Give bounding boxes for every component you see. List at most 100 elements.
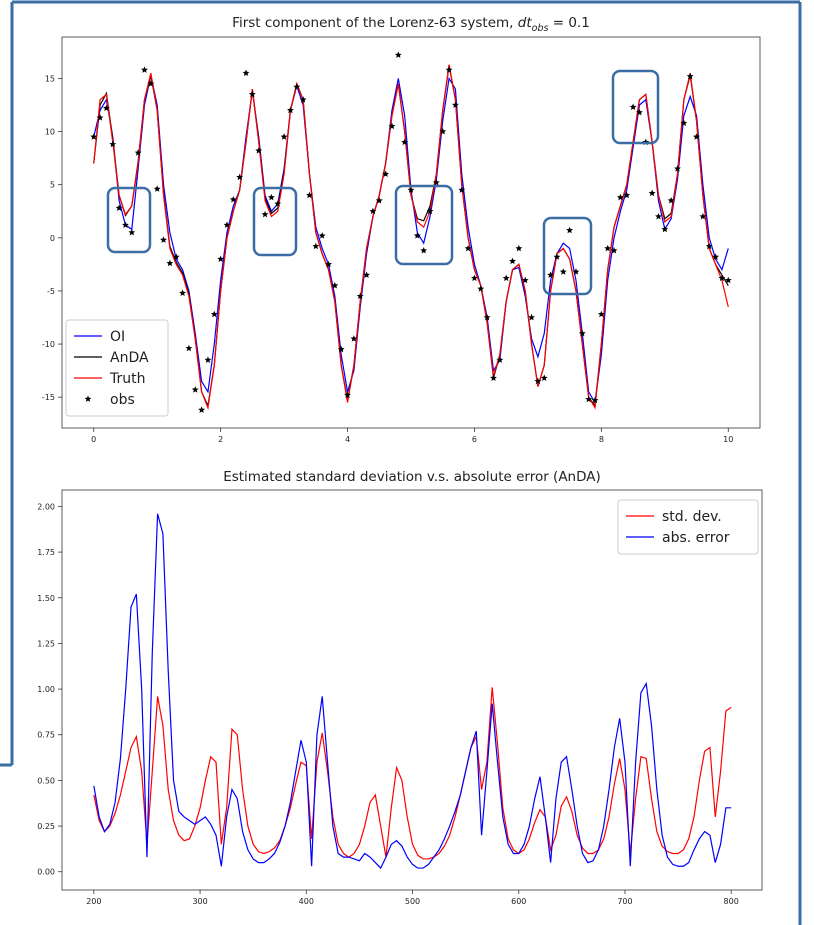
chart-title: First component of the Lorenz-63 system,… [232,15,590,34]
obs-point [712,253,720,260]
y-tick-label: 1.50 [37,594,55,603]
obs-point [724,276,732,284]
obs-point [439,127,447,135]
obs-point [636,108,643,116]
obs-point [356,292,364,300]
plot-area [61,489,763,891]
obs-point [325,260,332,268]
obs-point [464,244,472,252]
obs-point [122,221,129,228]
x-tick-label: 10 [723,435,733,444]
obs-point [540,374,548,381]
x-tick-label: 0 [91,435,96,444]
x-tick-label: 200 [86,897,101,906]
legend-label: OI [110,329,125,345]
legend-box [617,499,759,555]
x-tick-label: 8 [599,435,604,444]
legend-marker [84,395,92,402]
obs-point [375,197,383,204]
highlight-box [611,69,660,145]
obs-point [648,189,656,197]
obs-point [610,246,618,254]
y-tick-label: 2.00 [37,502,55,511]
x-tick-label: 300 [192,897,207,906]
obs-point [471,274,478,282]
y-tick-label: -10 [42,340,55,349]
obs-point [553,253,561,260]
x-tick-label: 4 [345,435,350,444]
obs-point [585,395,593,403]
x-tick-label: 400 [299,897,314,906]
obs-point [661,225,669,233]
obs-point [597,310,605,318]
obs-point [102,104,110,112]
obs-point [699,212,707,220]
title-text: First component of the Lorenz-63 system, [232,15,518,31]
obs-point [502,274,510,282]
obs-point [96,114,104,121]
y-tick-label: 10 [45,128,55,137]
obs-point [293,83,301,90]
obs-point [604,244,612,252]
obs-point [515,244,523,252]
obs-point [331,282,339,289]
legend-box [65,319,169,417]
obs-point [509,257,516,265]
y-tick-label: 1.00 [37,685,55,694]
obs-point [217,255,225,262]
y-tick-label: 1.75 [37,548,55,557]
obs-point [248,90,256,98]
highlight-box [394,184,454,266]
title-suffix: = 0.1 [548,15,589,31]
series-line [93,513,732,870]
obs-point [496,356,504,363]
obs-point [388,122,396,130]
highlight-box [106,186,152,254]
obs-point [185,344,193,352]
obs-point [458,186,466,193]
obs-point [394,51,402,58]
obs-point [382,170,390,177]
obs-point [616,193,624,201]
obs-point [369,207,377,215]
obs-point [147,80,155,87]
obs-point [229,195,237,203]
obs-point [287,106,294,114]
highlight-box [252,186,298,257]
obs-point [141,66,148,73]
obs-point [274,200,282,207]
obs-point [153,185,161,192]
obs-point [566,226,574,234]
obs-point [280,133,288,140]
series-line [93,64,729,411]
obs-point [629,103,637,111]
obs-point [350,335,358,342]
obs-point [261,210,269,218]
obs-point [693,133,700,140]
obs-point [363,271,371,278]
obs-point [623,191,631,199]
obs-point [210,310,218,318]
obs-point [134,149,142,156]
y-tick-label: 5 [50,181,55,190]
x-tick-label: 2 [218,435,223,444]
title-symbol: dt [518,15,533,31]
obs-point [445,66,453,73]
obs-point [528,313,535,321]
obs-point [344,391,351,398]
x-tick-label: 800 [724,897,739,906]
y-tick-label: 0.00 [37,868,55,877]
obs-point [299,96,307,103]
obs-point [674,165,681,172]
y-tick-label: -5 [47,287,55,296]
obs-point [90,133,98,140]
obs-point [179,289,186,296]
obs-point [128,228,136,236]
obs-point [109,140,117,148]
obs-point [318,232,326,239]
obs-point [166,259,174,267]
chart: Estimated standard deviation v.s. absolu… [37,469,763,906]
